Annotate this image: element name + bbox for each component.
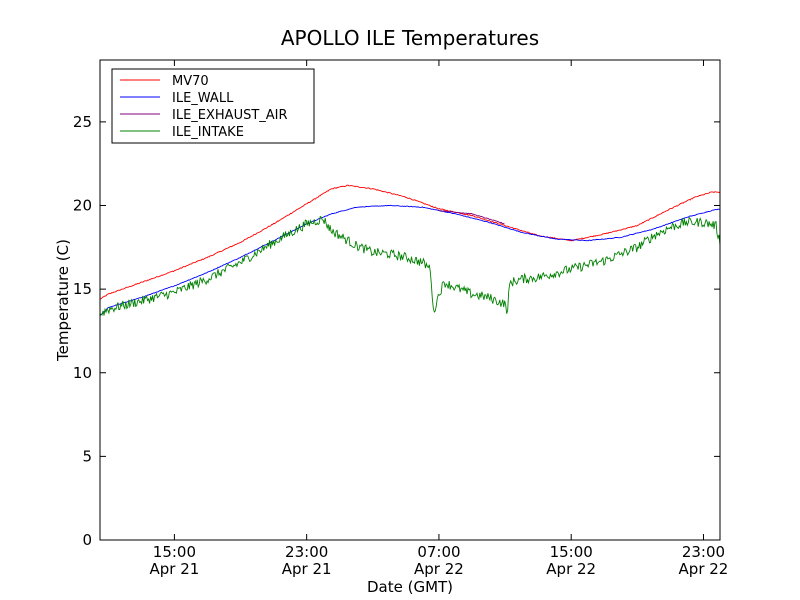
x-tick-time-label: 15:00 [153, 543, 196, 561]
x-axis-label: Date (GMT) [367, 578, 453, 596]
x-tick-date-label: Apr 21 [282, 560, 332, 578]
legend-entry-label: MV70 [172, 74, 209, 89]
y-tick-label: 20 [73, 197, 92, 215]
x-tick-time-label: 15:00 [550, 543, 593, 561]
y-tick-label: 15 [73, 280, 92, 298]
x-tick-time-label: 23:00 [285, 543, 328, 561]
x-tick-time-label: 23:00 [682, 543, 725, 561]
plot-frame [99, 59, 721, 541]
series-line-mv70 [99, 184, 721, 300]
y-tick-label: 0 [82, 531, 92, 549]
y-tick-label: 25 [73, 113, 92, 131]
y-axis-label: Temperature (C) [54, 239, 72, 362]
series-line-ile-wall [99, 204, 721, 316]
x-tick-date-label: Apr 22 [546, 560, 596, 578]
y-tick-label: 5 [82, 447, 92, 465]
y-tick-label: 10 [73, 364, 92, 382]
legend: MV70 ILE_WALL ILE_EXHAUST_AIR ILE_INTAKE [111, 68, 315, 144]
series-line-ile-exhaust-air [438, 209, 505, 225]
legend-entry-label: ILE_WALL [172, 91, 234, 106]
x-tick-date-label: Apr 22 [679, 560, 729, 578]
chart-title: APOLLO ILE Temperatures [281, 26, 539, 50]
x-tick-date-label: Apr 22 [414, 560, 464, 578]
legend-entry-label: ILE_EXHAUST_AIR [172, 108, 288, 123]
series-layer [99, 184, 721, 316]
legend-entry-label: ILE_INTAKE [172, 125, 244, 140]
x-tick-time-label: 07:00 [417, 543, 460, 561]
series-line-ile-intake [99, 215, 721, 316]
x-tick-date-label: Apr 21 [149, 560, 199, 578]
